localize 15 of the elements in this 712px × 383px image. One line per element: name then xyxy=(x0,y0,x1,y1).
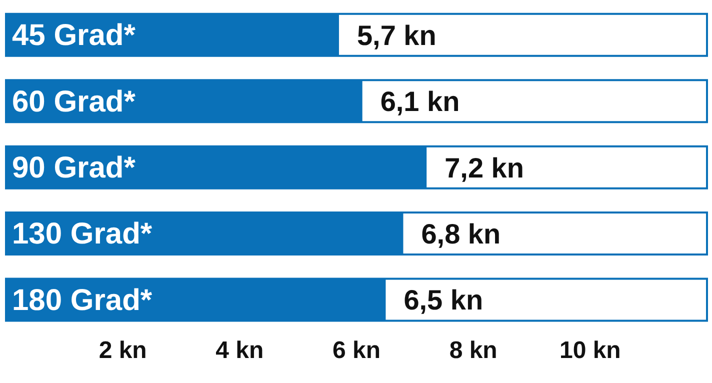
data-label: 6,5 kn xyxy=(404,284,484,316)
y-tick-label: 90 Grad* xyxy=(12,152,136,184)
x-tick-label: 6 kn xyxy=(332,337,381,364)
x-tick-label: 2 kn xyxy=(98,337,147,364)
data-label: 5,7 kn xyxy=(356,20,436,51)
y-tick-label: 60 Grad* xyxy=(12,85,136,118)
y-tick-label: 45 Grad* xyxy=(12,19,136,52)
data-label: 7,2 kn xyxy=(444,152,524,184)
x-tick-label: 4 kn xyxy=(216,337,264,364)
x-tick-label: 10 kn xyxy=(559,337,621,364)
x-tick-label: 8 kn xyxy=(449,337,498,364)
y-tick-label: 130 Grad* xyxy=(12,218,152,251)
y-tick-label: 180 Grad* xyxy=(12,284,152,317)
data-label: 6,1 kn xyxy=(380,86,460,118)
data-label: 6,8 kn xyxy=(421,218,501,250)
